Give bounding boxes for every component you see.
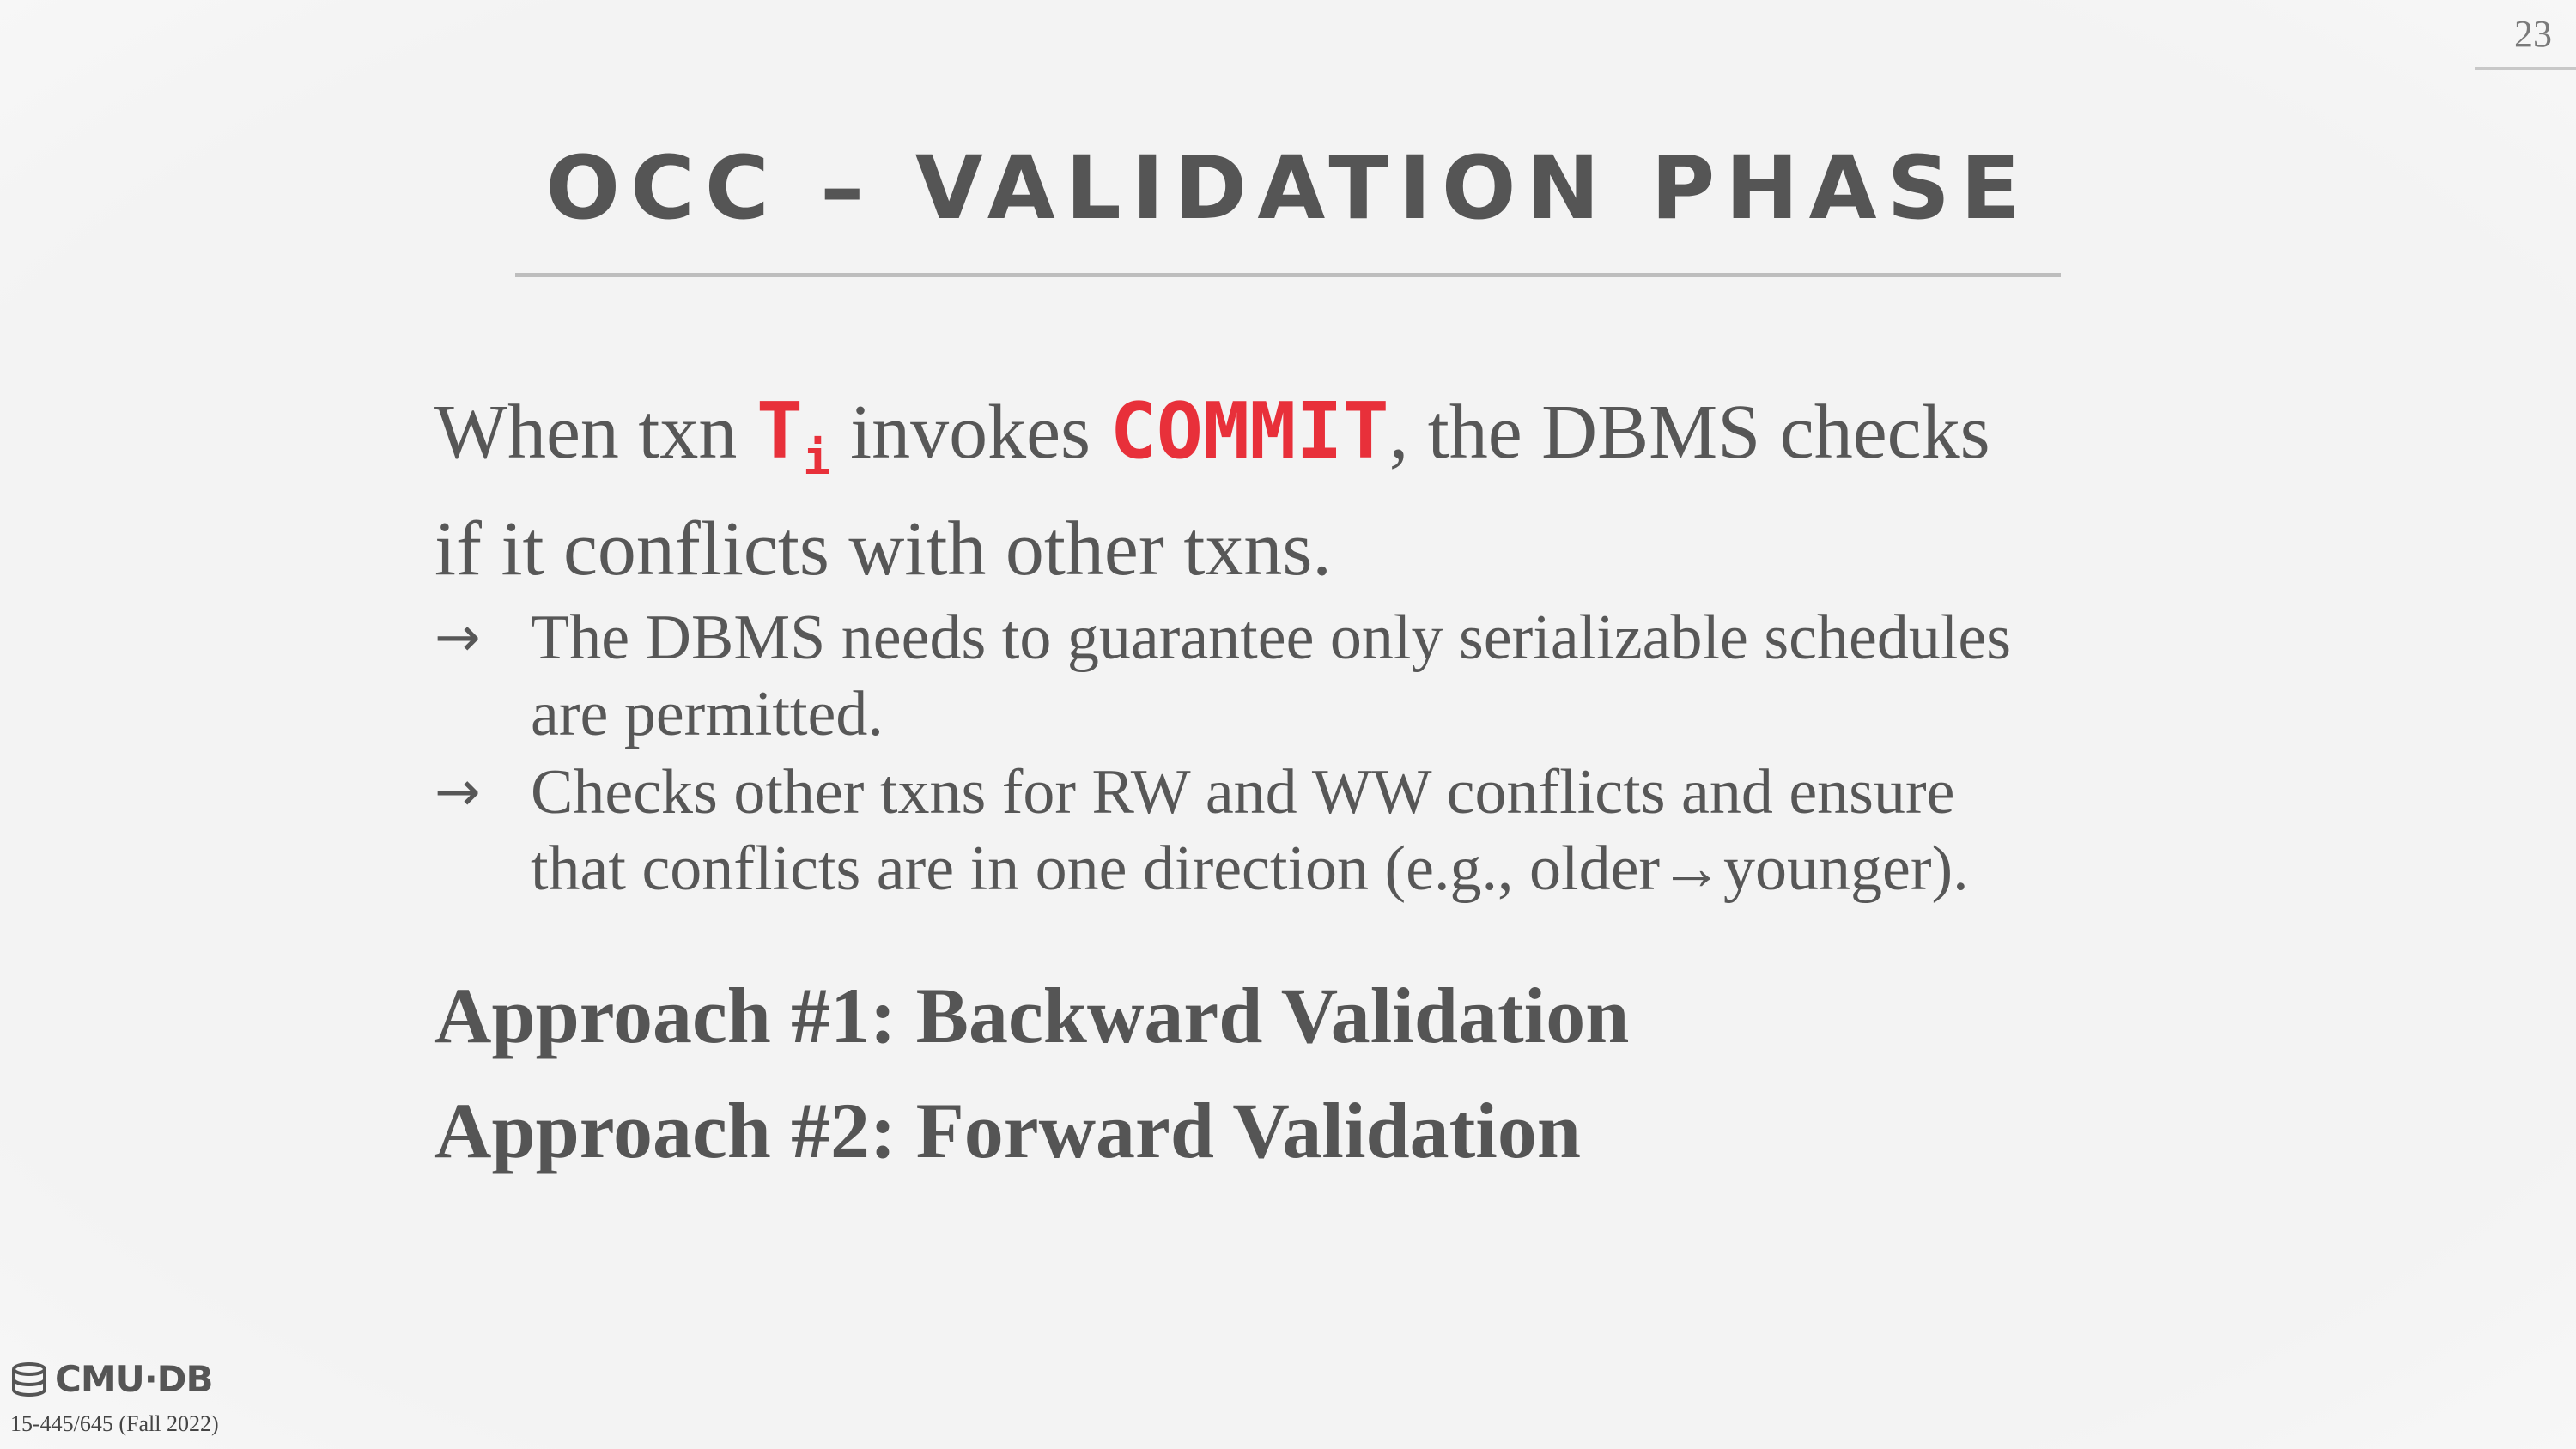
cmu-db-logo: CMU·DB: [10, 1358, 214, 1400]
lead-paragraph: When txn Ti invokes COMMIT, the DBMS che…: [434, 386, 2238, 595]
page-number-rule: [2475, 67, 2576, 70]
arrow-right-icon: →: [434, 605, 481, 670]
sub-bullet-line: are permitted.: [531, 678, 884, 749]
sub-bullet: → Checks other txns for RW and WW confli…: [434, 755, 2238, 907]
arrow-right-icon: →: [434, 760, 481, 824]
sub-bullet-line: that conflicts are in one direction (e.g…: [531, 833, 1969, 904]
sub-bullet-list: → The DBMS needs to guarantee only seria…: [434, 600, 2238, 907]
txn-symbol: Ti: [756, 386, 831, 485]
lead-text-3: , the DBMS checks: [1388, 390, 1990, 475]
title-underline: [515, 273, 2061, 277]
sub-bullet-line: Checks other txns for RW and WW conflict…: [531, 756, 1955, 828]
commit-keyword: COMMIT: [1109, 386, 1389, 476]
sub-bullet-line: The DBMS needs to guarantee only seriali…: [531, 602, 2012, 673]
approach-forward-validation: Approach #2: Forward Validation: [434, 1087, 1582, 1174]
logo-text: CMU·DB: [55, 1358, 214, 1400]
database-stack-icon: [12, 1361, 46, 1397]
slide-title: OCC – VALIDATION PHASE: [545, 137, 2031, 239]
sub-bullet: → The DBMS needs to guarantee only seria…: [434, 600, 2238, 753]
page-number: 23: [2514, 13, 2552, 55]
lead-text-2: invokes: [830, 390, 1110, 475]
approach-backward-validation: Approach #1: Backward Validation: [434, 972, 1630, 1059]
lead-text-line2: if it conflicts with other txns.: [434, 506, 1332, 591]
slide-body: When txn Ti invokes COMMIT, the DBMS che…: [434, 386, 2238, 909]
course-label: 15-445/645 (Fall 2022): [10, 1411, 219, 1436]
lead-text-1: When txn: [434, 390, 756, 475]
txn-symbol-subscript: i: [803, 430, 831, 485]
txn-symbol-base: T: [756, 386, 804, 476]
